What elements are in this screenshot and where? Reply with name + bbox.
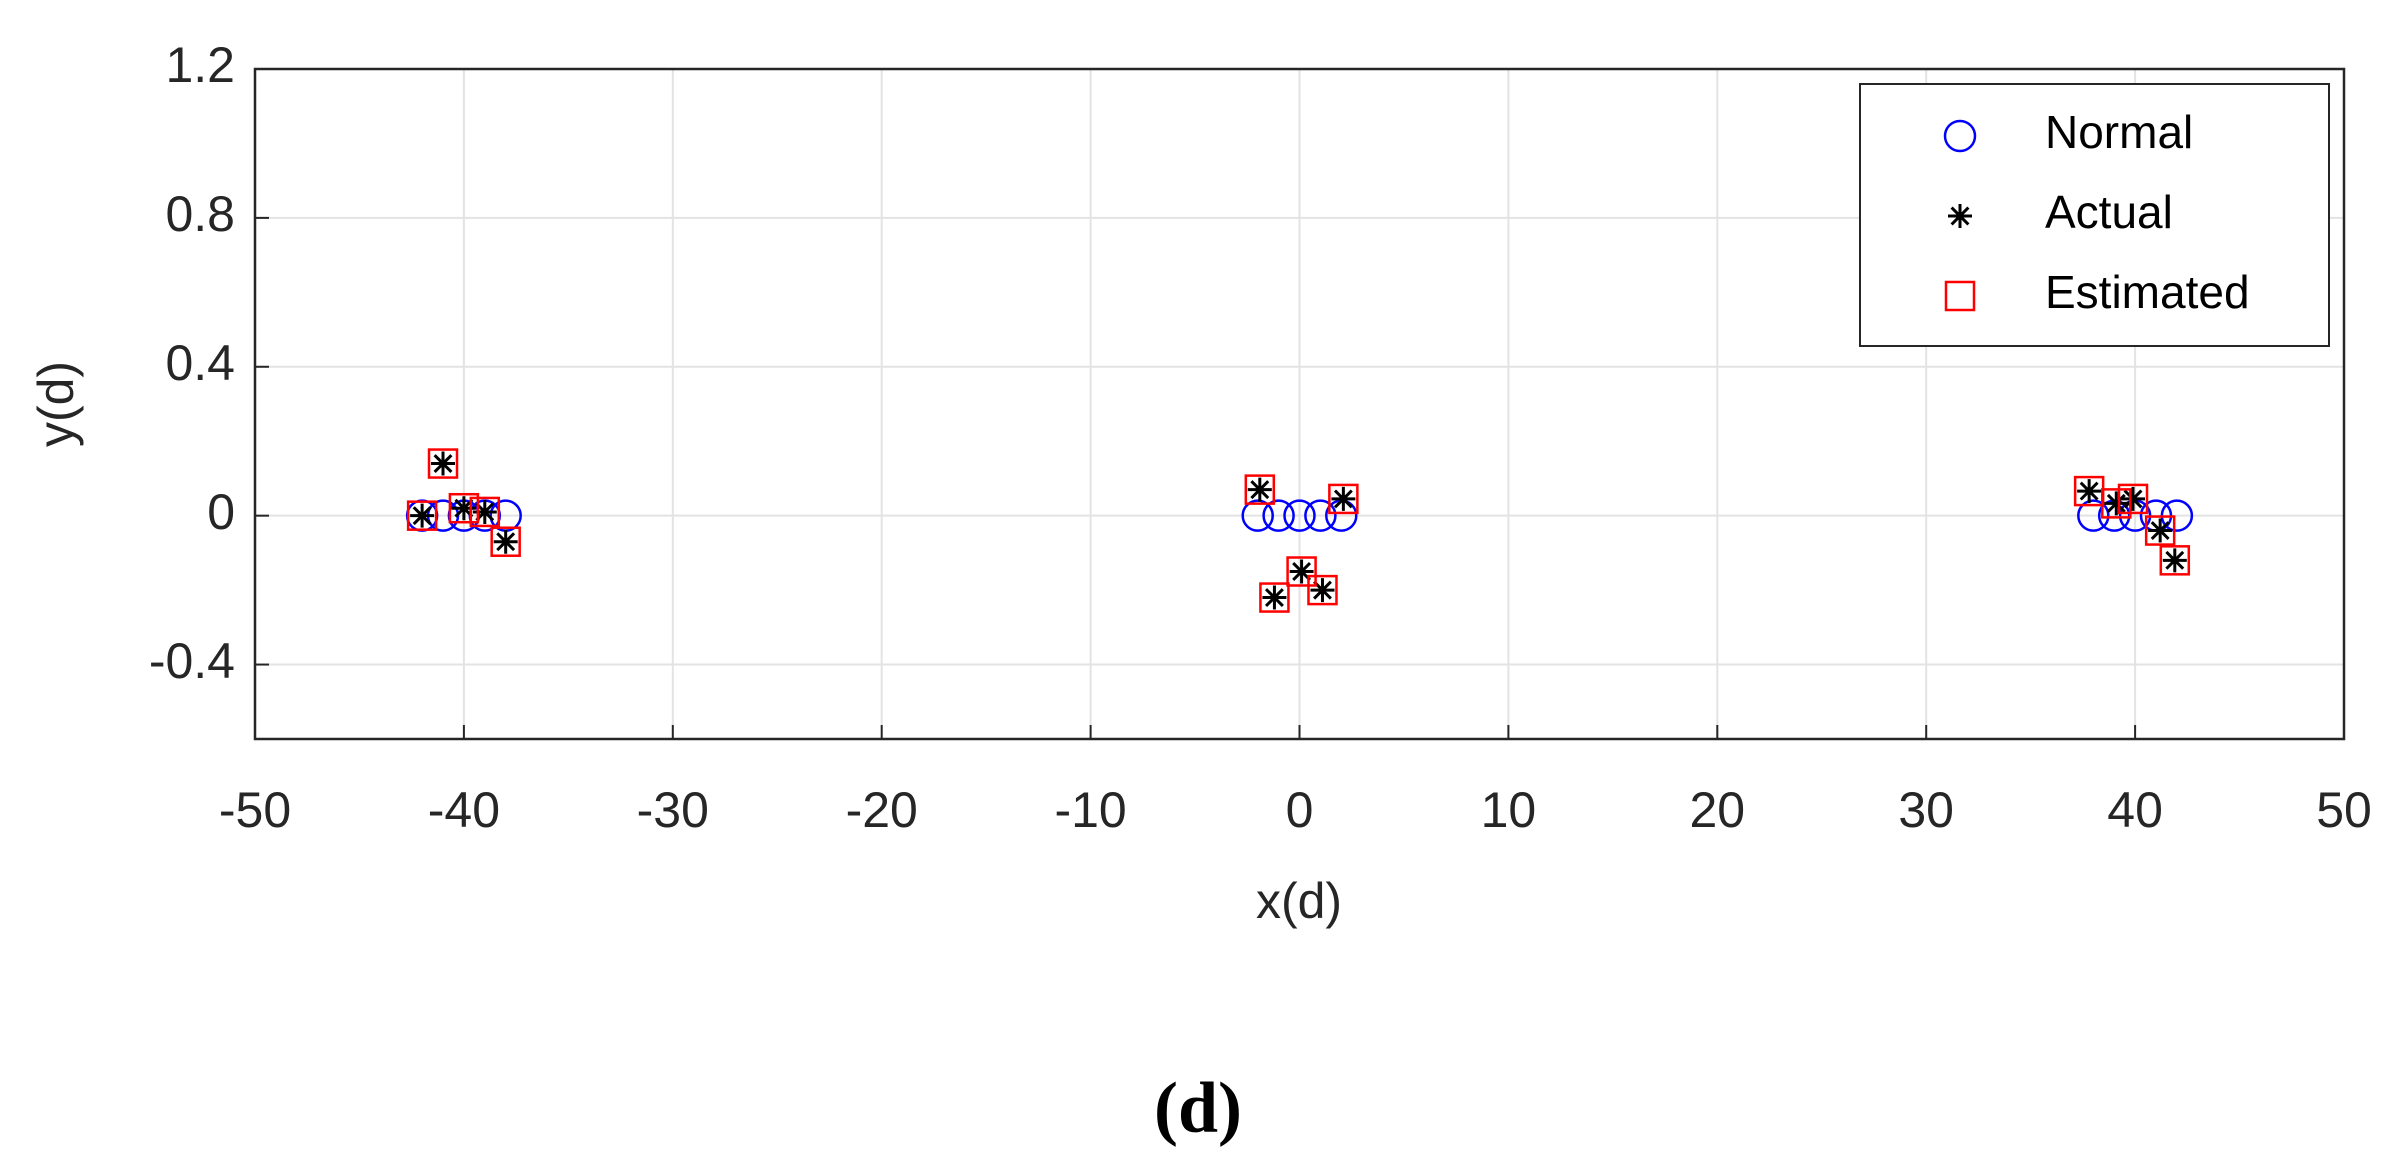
point (2117, 483, 2149, 515)
x-tick-label: 0 (1286, 782, 1314, 838)
point (490, 526, 521, 557)
point (1304, 499, 1337, 532)
x-tick-label: -50 (219, 782, 291, 838)
point (2077, 479, 2102, 504)
y-tick-label: 1.2 (165, 37, 235, 93)
x-tick-label: -10 (1054, 782, 1126, 838)
point (1310, 578, 1335, 603)
point (1331, 486, 1356, 511)
legend-marker (1943, 119, 1977, 153)
point (1247, 477, 1272, 502)
y-tick-label: 0.4 (165, 335, 235, 391)
y-tick-label: 0 (207, 484, 235, 540)
x-tick-label: -40 (428, 782, 500, 838)
point (2077, 499, 2110, 532)
point (406, 500, 438, 531)
y-tick-label: 0.8 (165, 186, 235, 242)
point (448, 492, 480, 524)
legend-label: Actual (2045, 186, 2173, 238)
point (1286, 556, 1317, 587)
legend-label: Estimated (2045, 266, 2250, 318)
point (469, 496, 501, 528)
x-tick-label: 40 (2107, 782, 2163, 838)
point (1241, 499, 1274, 532)
x-tick-label: 20 (1689, 782, 1745, 838)
point (1262, 499, 1295, 532)
point (1307, 574, 1338, 606)
point (1244, 474, 1276, 505)
x-tick-label: 10 (1481, 782, 1537, 838)
y-axis-label: y(d) (28, 361, 84, 447)
point (2159, 545, 2191, 576)
point (2162, 548, 2187, 573)
point (1328, 483, 1359, 515)
x-tick-label: 50 (2316, 782, 2372, 838)
point (410, 503, 435, 528)
point (451, 496, 476, 521)
x-tick-label: -30 (637, 782, 709, 838)
legend-label: Normal (2045, 106, 2193, 158)
y-tick-label: -0.4 (149, 633, 235, 689)
x-axis-label: x(d) (1256, 873, 1342, 929)
point (431, 451, 456, 476)
plot-frame (253, 67, 2346, 741)
point (2148, 518, 2173, 543)
x-tick-label: 30 (1898, 782, 1954, 838)
point (493, 529, 518, 554)
point (1259, 582, 1290, 613)
point (427, 448, 459, 479)
point (1283, 499, 1316, 532)
legend-marker (1948, 204, 1972, 228)
point (2104, 491, 2129, 516)
point (472, 499, 497, 524)
x-tick-label: -20 (846, 782, 918, 838)
point (1262, 585, 1287, 610)
legend-box (1859, 83, 2330, 347)
point (2121, 486, 2146, 511)
caption: (d) (1154, 1068, 1242, 1148)
point (1289, 559, 1314, 584)
point (2144, 515, 2176, 546)
legend-marker (1944, 280, 1976, 312)
point (2101, 488, 2132, 519)
